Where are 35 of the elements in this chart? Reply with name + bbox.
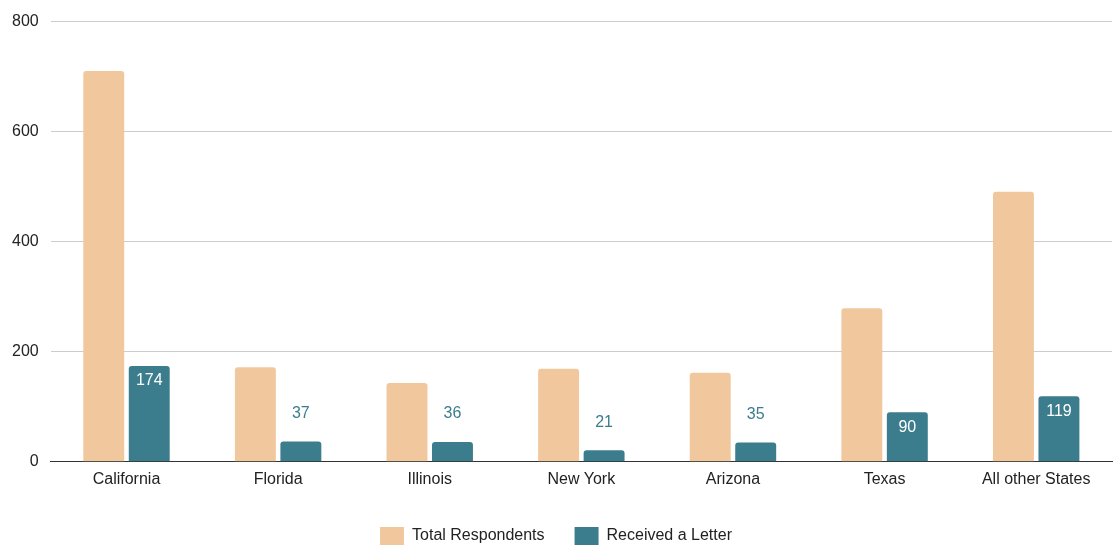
legend-label: Total Respondents (412, 526, 545, 544)
x-tick-label: Florida (253, 469, 303, 487)
bar (234, 367, 276, 462)
bar (1038, 396, 1080, 462)
x-tick-label: Texas (863, 469, 906, 487)
x-tick-label: All other States (981, 469, 1091, 487)
x-tick-label: California (92, 469, 161, 487)
bar (128, 366, 170, 462)
data-label: 36 (443, 404, 462, 422)
bar (280, 441, 322, 462)
bar (886, 412, 928, 462)
bar (83, 71, 125, 462)
y-tick-label: 400 (11, 232, 39, 250)
data-label: 119 (1046, 401, 1072, 419)
data-label: 35 (746, 404, 765, 422)
data-label: 90 (898, 417, 917, 435)
y-tick-label: 0 (29, 452, 39, 470)
data-label: 37 (291, 403, 310, 421)
legend-label: Received a Letter (606, 526, 733, 544)
y-tick-label: 200 (11, 342, 39, 360)
data-label: 21 (595, 412, 614, 430)
y-tick-label: 600 (11, 122, 39, 140)
bar (432, 441, 473, 462)
bar (583, 450, 625, 462)
bar (538, 368, 580, 462)
bar (386, 383, 428, 462)
bar (841, 308, 883, 462)
x-tick-label: Arizona (705, 469, 761, 487)
data-label: 174 (135, 371, 163, 389)
bar (992, 191, 1034, 462)
x-tick-label: New York (547, 469, 617, 487)
x-tick-label: Illinois (407, 469, 452, 487)
bar (735, 442, 777, 462)
y-tick-label: 800 (11, 12, 39, 30)
bar (689, 372, 731, 462)
